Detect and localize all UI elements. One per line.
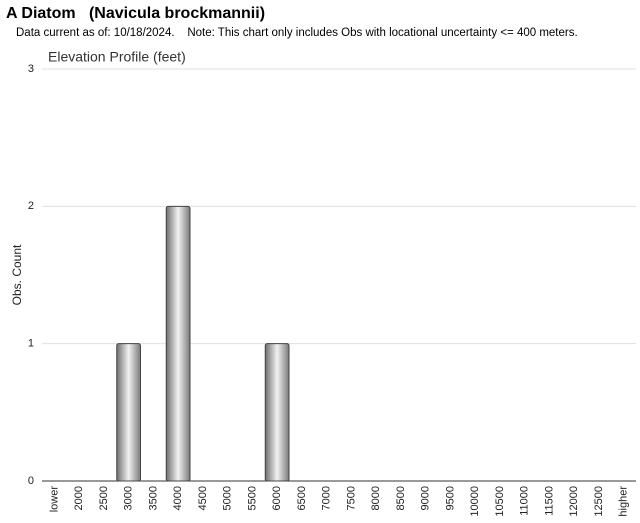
x-tick-label: 11500 — [543, 486, 555, 516]
x-tick-label: 2500 — [98, 486, 110, 510]
x-tick-label: 9500 — [444, 486, 456, 510]
y-tick-label: 3 — [28, 63, 34, 75]
x-tick-label: 5000 — [222, 486, 234, 510]
bar — [116, 343, 142, 482]
x-tick-label: 10500 — [494, 486, 506, 517]
x-tick-label: higher — [618, 486, 630, 517]
y-tick-label: 1 — [28, 338, 34, 350]
x-tick-label: 4500 — [197, 486, 209, 510]
x-tick-label: 9000 — [420, 486, 432, 510]
x-tick-label: 7500 — [345, 486, 357, 510]
page-title: A Diatom (Navicula brockmannii) — [6, 5, 265, 22]
bar — [264, 343, 290, 482]
x-tick-label: 3500 — [147, 486, 159, 510]
y-tick-label: 2 — [28, 200, 34, 212]
x-tick-label: 8000 — [370, 486, 382, 510]
subtitle: Data current as of: 10/18/2024. Note: Th… — [16, 27, 578, 39]
x-tick-label: 3000 — [123, 486, 135, 510]
x-tick-label: 10000 — [469, 486, 481, 517]
plot-title: Elevation Profile (feet) — [48, 49, 186, 65]
bar — [165, 205, 191, 482]
x-tick-label: 2000 — [73, 486, 85, 510]
x-tick-label: 12500 — [593, 486, 605, 517]
x-tick-label: 7000 — [321, 486, 333, 510]
x-tick-label: 6000 — [271, 486, 283, 510]
x-tick-label: 8500 — [395, 486, 407, 510]
x-tick-label: 4000 — [172, 486, 184, 510]
x-tick-label: 12000 — [568, 486, 580, 517]
x-tick-label: 6500 — [296, 486, 308, 510]
x-tick-label: lower — [48, 486, 60, 513]
x-tick-label: 5500 — [246, 486, 258, 510]
y-tick-label: 0 — [28, 475, 34, 487]
x-tick-label: 11000 — [519, 486, 531, 516]
y-axis-label: Obs. Count — [10, 244, 24, 305]
